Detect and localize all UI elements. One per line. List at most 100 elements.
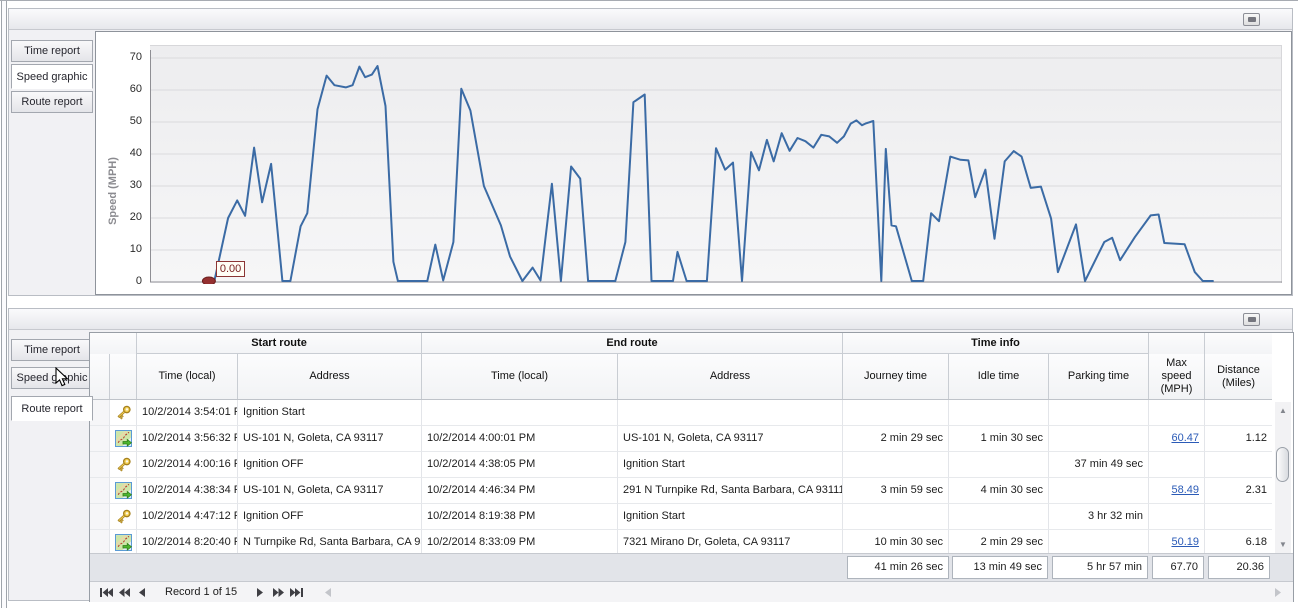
summary-idle-time: 13 min 49 sec [952, 556, 1048, 579]
max-speed-link[interactable]: 58.49 [1171, 484, 1199, 496]
summary-journey-time: 41 min 26 sec [847, 556, 949, 579]
cell-distance [1205, 400, 1272, 426]
cell-parking-time: 3 hr 32 min [1049, 504, 1149, 530]
scrollbar-thumb[interactable] [1276, 447, 1289, 482]
cell-start-time: 10/2/2014 3:56:32 PM [137, 426, 238, 452]
y-tick-label: 0 [135, 275, 142, 287]
scrollbar-down-arrow[interactable]: ▼ [1279, 540, 1287, 549]
group-blank [1205, 333, 1272, 354]
cell-parking-time [1049, 426, 1149, 452]
prev-page-button[interactable] [115, 585, 133, 600]
last-record-button[interactable] [287, 585, 305, 600]
header-idle-time[interactable]: Idle time [949, 354, 1049, 399]
group-start-route[interactable]: Start route [137, 333, 422, 354]
row-indicator-cell [90, 400, 110, 426]
tab-speed-graphic[interactable]: Speed graphic [11, 367, 93, 389]
cell-distance: 2.31 [1205, 478, 1272, 504]
row-type-icon-cell [110, 504, 137, 530]
header-icon [110, 354, 137, 399]
tab-route-report[interactable]: Route report [11, 396, 93, 421]
scroll-right-arrow[interactable] [1269, 585, 1287, 600]
row-type-icon-cell [110, 530, 137, 553]
table-summary-row: 41 min 26 sec 13 min 49 sec 5 hr 57 min … [90, 553, 1293, 581]
first-record-button[interactable] [97, 585, 115, 600]
next-record-button[interactable] [251, 585, 269, 600]
speed-chart: Speed (MPH) 0 10 20 30 40 50 60 70 0.00 [95, 31, 1292, 295]
header-max-speed[interactable]: Max speed (MPH) [1149, 354, 1205, 399]
cell-start-time: 10/2/2014 8:20:40 PM [137, 530, 238, 553]
header-journey-time[interactable]: Journey time [843, 354, 949, 399]
cell-end-address: US-101 N, Goleta, CA 93117 [618, 426, 843, 452]
cell-idle-time [949, 504, 1049, 530]
route-report-table: Start route End route Time info Time (lo… [89, 332, 1294, 602]
left-splitter-handle[interactable] [1, 1, 7, 608]
tab-time-report[interactable]: Time report [11, 40, 93, 62]
tab-route-report[interactable]: Route report [11, 91, 93, 113]
group-time-info[interactable]: Time info [843, 333, 1149, 354]
tab-time-report[interactable]: Time report [11, 339, 93, 361]
record-position-label: Record 1 of 15 [165, 586, 238, 598]
header-start-address[interactable]: Address [238, 354, 422, 399]
cell-end-address: Ignition Start [618, 452, 843, 478]
maximize-panel-button[interactable] [1243, 313, 1260, 326]
header-distance[interactable]: Distance (Miles) [1217, 363, 1260, 389]
maximize-icon [1248, 17, 1256, 22]
row-type-icon-cell [110, 426, 137, 452]
header-end-address[interactable]: Address [618, 354, 843, 399]
max-speed-link[interactable]: 50.19 [1171, 536, 1199, 548]
cell-journey-time [843, 452, 949, 478]
route-map-icon [114, 430, 132, 447]
next-page-button[interactable] [269, 585, 287, 600]
cell-start-address: US-101 N, Goleta, CA 93117 [238, 478, 422, 504]
table-row[interactable]: 10/2/2014 8:20:40 PMN Turnpike Rd, Santa… [90, 530, 1272, 553]
cell-start-address: US-101 N, Goleta, CA 93117 [238, 426, 422, 452]
tab-speed-graphic[interactable]: Speed graphic [11, 64, 93, 89]
cell-start-address: N Turnpike Rd, Santa Barbara, CA 93111 [238, 530, 422, 553]
cell-idle-time [949, 400, 1049, 426]
cell-idle-time: 4 min 30 sec [949, 478, 1049, 504]
header-start-time[interactable]: Time (local) [137, 354, 238, 399]
start-point-annotation: 0.00 [215, 261, 246, 277]
row-type-icon-cell [110, 400, 137, 426]
header-end-time[interactable]: Time (local) [422, 354, 618, 399]
prev-record-button[interactable] [133, 585, 151, 600]
cell-idle-time: 2 min 29 sec [949, 530, 1049, 553]
cell-end-time: 10/2/2014 4:46:34 PM [422, 478, 618, 504]
cell-end-address: 291 N Turnpike Rd, Santa Barbara, CA 931… [618, 478, 843, 504]
cell-max-speed: 58.49 [1149, 478, 1205, 504]
chart-plot-area[interactable]: 0.00 [150, 45, 1282, 286]
max-speed-link[interactable]: 60.47 [1171, 432, 1199, 444]
group-blank [90, 333, 137, 354]
cell-parking-time [1049, 530, 1149, 553]
row-indicator-cell [90, 452, 110, 478]
cell-distance: 1.12 [1205, 426, 1272, 452]
cell-end-time: 10/2/2014 8:19:38 PM [422, 504, 618, 530]
maximize-panel-button[interactable] [1243, 13, 1260, 26]
row-indicator-cell [90, 530, 110, 553]
key-icon [117, 405, 131, 420]
group-blank [1149, 333, 1205, 354]
cell-start-address: Ignition OFF [238, 452, 422, 478]
scrollbar-up-arrow[interactable]: ▲ [1279, 406, 1287, 415]
cell-distance: 6.18 [1205, 530, 1272, 553]
scroll-left-arrow[interactable] [319, 585, 337, 600]
cell-start-time: 10/2/2014 4:38:34 PM [137, 478, 238, 504]
y-tick-label: 60 [129, 83, 142, 95]
speed-series-line [207, 65, 1214, 283]
cell-max-speed: 60.47 [1149, 426, 1205, 452]
start-point-marker [201, 276, 216, 286]
header-parking-time[interactable]: Parking time [1049, 354, 1149, 399]
panel-header-strip [9, 309, 1292, 330]
cell-max-speed: 50.19 [1149, 530, 1205, 553]
cell-end-address: Ignition Start [618, 504, 843, 530]
summary-max-speed: 67.70 [1152, 556, 1204, 579]
table-vertical-scrollbar[interactable]: ▲ ▼ [1275, 402, 1291, 553]
cell-end-time: 10/2/2014 8:33:09 PM [422, 530, 618, 553]
group-end-route[interactable]: End route [422, 333, 843, 354]
cell-start-time: 10/2/2014 4:47:12 PM [137, 504, 238, 530]
